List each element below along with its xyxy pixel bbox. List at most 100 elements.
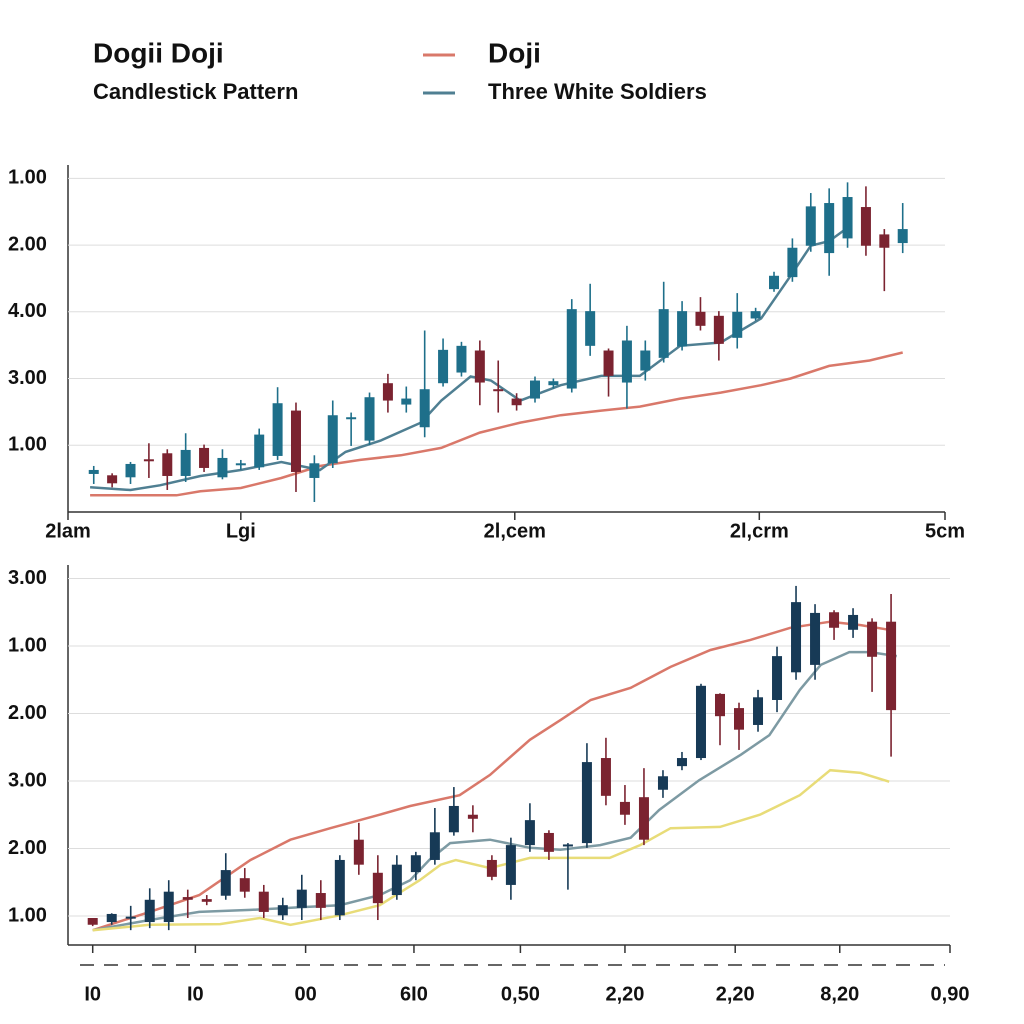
candle-body <box>619 801 630 815</box>
candle-body <box>391 864 402 896</box>
candle-body <box>886 621 897 711</box>
candle-body <box>419 389 430 428</box>
candle-body <box>677 311 688 347</box>
x-tick-label: 2l,crm <box>730 520 789 542</box>
candle-body <box>640 350 651 371</box>
x-tick-label: 8,20 <box>820 983 859 1005</box>
chart-subtitle: Candlestick Pattern <box>93 79 298 104</box>
y-tick-label: 4.00 <box>8 300 47 322</box>
candle-body <box>467 814 478 819</box>
candle-body <box>603 350 614 376</box>
legend-label: Three White Soldiers <box>488 79 707 104</box>
candle-body <box>585 311 596 346</box>
candle-body <box>548 381 559 386</box>
candle-body <box>88 469 99 474</box>
y-tick-label: 1.00 <box>8 634 47 656</box>
y-tick-label: 1.00 <box>8 434 47 456</box>
candle-body <box>474 350 485 383</box>
candle-body <box>346 417 357 420</box>
y-tick-label: 1.00 <box>8 167 47 189</box>
candle-body <box>824 203 835 254</box>
candle-body <box>581 762 592 844</box>
x-tick-label: 0,90 <box>931 983 970 1005</box>
candle-body <box>524 820 535 846</box>
candle-body <box>676 758 687 767</box>
candle-body <box>505 845 516 885</box>
x-tick-label: I0 <box>84 983 101 1005</box>
candle-body <box>162 453 173 476</box>
x-tick-label: 6I0 <box>400 983 428 1005</box>
candle-body <box>254 434 265 468</box>
x-tick-label: 5cm <box>925 520 965 542</box>
candle-body <box>382 383 393 401</box>
series-line <box>92 768 890 932</box>
candle-body <box>600 758 611 796</box>
series-line <box>90 351 903 497</box>
candle-body <box>772 656 783 700</box>
candle-body <box>787 247 798 278</box>
y-tick-label: 2.00 <box>8 233 47 255</box>
candle-body <box>180 449 191 476</box>
candle-body <box>734 708 745 730</box>
candle-body <box>562 844 573 847</box>
candle-body <box>410 855 421 873</box>
candle-body <box>842 197 853 239</box>
candle-body <box>638 797 649 840</box>
candle-body <box>163 891 174 923</box>
candle-body <box>401 398 412 405</box>
candle-body <box>713 315 724 344</box>
candle-body <box>220 870 231 896</box>
candle-body <box>290 410 301 472</box>
candle-body <box>199 447 210 468</box>
candle-body <box>848 614 859 630</box>
candle-body <box>125 463 136 478</box>
candle-body <box>621 340 632 383</box>
candle-body <box>732 311 743 338</box>
x-tick-label: Lgi <box>226 520 256 542</box>
candle-body <box>125 916 136 919</box>
x-tick-label: 0,50 <box>501 983 540 1005</box>
candle-body <box>695 311 706 326</box>
candle-body <box>258 891 269 912</box>
y-tick-label: 2.00 <box>8 702 47 724</box>
x-tick-label: 2,20 <box>716 983 755 1005</box>
x-tick-label: 2lam <box>45 520 91 542</box>
candle-body <box>867 621 878 657</box>
candle-body <box>486 859 497 877</box>
candle-body <box>272 403 283 456</box>
candle-body <box>429 832 440 860</box>
y-tick-label: 3.00 <box>8 367 47 389</box>
candle-body <box>879 234 890 248</box>
candle-body <box>897 229 908 244</box>
candle-body <box>106 913 117 923</box>
candle-body <box>353 839 364 865</box>
y-tick-label: 1.00 <box>8 904 47 926</box>
candle-body <box>448 805 459 833</box>
candle-body <box>217 457 228 478</box>
candle-body <box>566 309 577 389</box>
candle-body <box>805 206 816 246</box>
candle-body <box>334 859 345 916</box>
candle-body <box>695 685 706 759</box>
candle-body <box>235 463 246 466</box>
candle-body <box>372 872 383 904</box>
y-tick-label: 2.00 <box>8 837 47 859</box>
candle-body <box>769 275 780 290</box>
candle-body <box>438 349 449 384</box>
candle-body <box>657 776 668 790</box>
x-tick-label: I0 <box>187 983 204 1005</box>
candle-body <box>296 889 307 908</box>
legend-label: Doji <box>488 37 541 68</box>
x-tick-label: 2l,cem <box>484 520 546 542</box>
candle-body <box>658 309 669 358</box>
candle-body <box>309 463 320 478</box>
candle-body <box>829 612 840 628</box>
candle-body <box>107 475 118 484</box>
candle-body <box>456 345 467 373</box>
candle-body <box>315 893 326 908</box>
x-tick-label: 00 <box>294 983 316 1005</box>
chart-title: Dogii Doji <box>93 37 224 68</box>
candle-body <box>327 415 338 464</box>
candle-body <box>182 897 193 900</box>
